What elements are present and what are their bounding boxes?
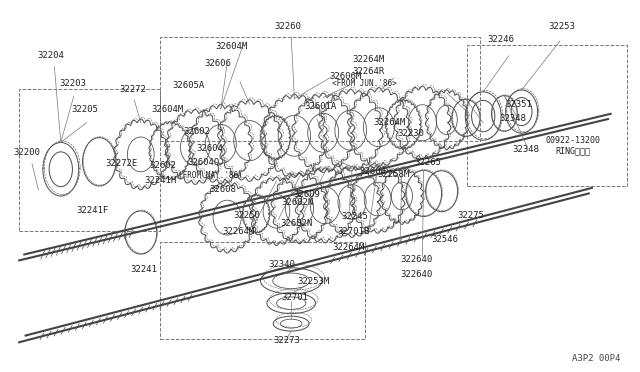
Text: A3P2 00P4: A3P2 00P4 [572, 354, 621, 363]
Text: 32253: 32253 [548, 22, 575, 31]
Text: 32205: 32205 [71, 105, 98, 114]
Text: 32546: 32546 [431, 235, 458, 244]
Text: 32604M: 32604M [216, 42, 248, 51]
Text: 32200: 32200 [13, 148, 40, 157]
Text: 32602: 32602 [184, 127, 211, 136]
Text: 32275: 32275 [457, 211, 484, 220]
Text: 32230: 32230 [397, 129, 424, 138]
Text: 32264M: 32264M [222, 227, 254, 236]
Text: 32264R: 32264R [352, 67, 384, 76]
Text: 32604: 32604 [196, 144, 223, 153]
Text: 32241H: 32241H [144, 176, 176, 185]
Text: 32602: 32602 [150, 161, 177, 170]
Text: 32701B: 32701B [337, 227, 369, 236]
Text: 32606M: 32606M [330, 72, 362, 81]
Text: 32258M: 32258M [378, 170, 410, 179]
Text: 32601A: 32601A [304, 102, 336, 110]
Text: RINGリング: RINGリング [556, 146, 590, 155]
Text: 32604Q: 32604Q [188, 158, 220, 167]
Text: 32602N: 32602N [280, 219, 312, 228]
Text: 32273: 32273 [273, 336, 300, 345]
Text: 32253M: 32253M [298, 278, 330, 286]
Text: (FROM MAY.'86): (FROM MAY.'86) [177, 171, 243, 180]
Text: 32272E: 32272E [106, 159, 138, 168]
Text: 32348: 32348 [500, 114, 527, 123]
Text: 32264M: 32264M [373, 118, 405, 126]
Text: 32250: 32250 [233, 211, 260, 220]
Text: 32602N: 32602N [282, 198, 314, 207]
Text: <FROM JUN.'86>: <FROM JUN.'86> [332, 79, 397, 88]
Text: 32265: 32265 [414, 158, 441, 167]
Text: 32203: 32203 [59, 79, 86, 88]
Text: 32608: 32608 [209, 185, 236, 194]
Text: 32701: 32701 [281, 293, 308, 302]
Text: 32604: 32604 [359, 167, 386, 176]
Text: 32606: 32606 [204, 59, 231, 68]
Text: 32264M: 32264M [333, 243, 365, 252]
Text: 32245: 32245 [342, 212, 369, 221]
Text: 32204: 32204 [38, 51, 65, 60]
Text: 32605A: 32605A [173, 81, 205, 90]
Text: 32609: 32609 [294, 190, 321, 199]
Text: 32260: 32260 [275, 22, 301, 31]
Text: 32246: 32246 [487, 35, 514, 44]
Text: 32264M: 32264M [352, 55, 384, 64]
Text: 322640: 322640 [400, 255, 432, 264]
Text: 32351: 32351 [505, 100, 532, 109]
Text: 00922-13200: 00922-13200 [545, 136, 600, 145]
Text: 32348: 32348 [513, 145, 540, 154]
Text: 32241F: 32241F [77, 206, 109, 215]
Text: 32272: 32272 [120, 85, 147, 94]
Text: 322640: 322640 [400, 270, 432, 279]
Text: 32604M: 32604M [152, 105, 184, 114]
Text: 32241: 32241 [131, 265, 157, 274]
Text: 32340: 32340 [268, 260, 295, 269]
